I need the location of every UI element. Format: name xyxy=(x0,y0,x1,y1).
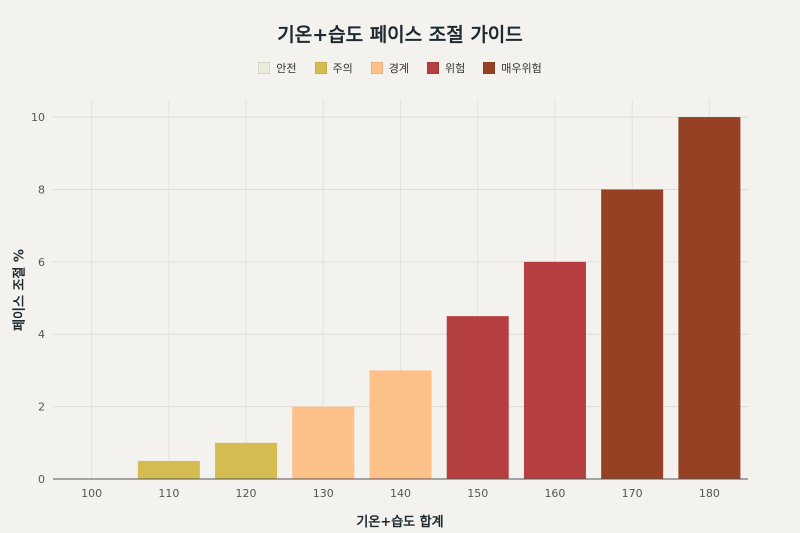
bar xyxy=(601,189,664,479)
x-tick-label: 160 xyxy=(544,487,565,500)
legend-item-warning[interactable]: 경계 xyxy=(370,60,409,76)
y-tick-label: 0 xyxy=(38,473,45,486)
chart-title: 기온+습도 페이스 조절 가이드 xyxy=(277,24,523,46)
legend-item-caution[interactable]: 주의 xyxy=(314,60,353,76)
legend-label-caution: 주의 xyxy=(332,62,353,75)
y-tick-label: 8 xyxy=(38,183,45,196)
legend-swatch-caution xyxy=(314,62,327,74)
y-tick-label: 4 xyxy=(38,328,45,341)
bar xyxy=(446,316,509,479)
bar xyxy=(369,370,432,479)
legend-label-danger: 위험 xyxy=(445,62,466,75)
legend-swatch-warning xyxy=(370,62,383,74)
x-tick-label: 180 xyxy=(699,487,720,500)
legend-item-extreme[interactable]: 매우위험 xyxy=(483,60,542,76)
legend: 안전 주의 경계 위험 매우위험 xyxy=(0,60,800,76)
y-tick-label: 2 xyxy=(38,401,45,414)
bar xyxy=(523,261,586,479)
legend-swatch-extreme xyxy=(483,62,496,74)
legend-label-safe: 안전 xyxy=(276,62,297,75)
x-tick-label: 120 xyxy=(236,487,257,500)
legend-swatch-safe xyxy=(258,62,271,74)
x-axis-label: 기온+습도 합계 xyxy=(356,515,444,530)
bar xyxy=(678,117,741,479)
y-tick-label: 6 xyxy=(38,256,45,269)
y-tick-label: 10 xyxy=(31,111,45,124)
bar xyxy=(215,442,278,479)
x-tick-label: 100 xyxy=(81,487,102,500)
bar xyxy=(137,460,200,479)
legend-label-extreme: 매우위험 xyxy=(501,62,542,75)
bar xyxy=(292,406,355,479)
x-tick-label: 110 xyxy=(158,487,179,500)
x-tick-label: 130 xyxy=(313,487,334,500)
legend-item-danger[interactable]: 위험 xyxy=(427,60,465,76)
legend-item-safe[interactable]: 안전 xyxy=(258,60,297,76)
legend-label-warning: 경계 xyxy=(388,62,409,75)
x-tick-label: 150 xyxy=(467,487,488,500)
x-tick-label: 140 xyxy=(390,487,411,500)
legend-swatch-danger xyxy=(427,62,439,74)
x-tick-label: 170 xyxy=(622,487,643,500)
